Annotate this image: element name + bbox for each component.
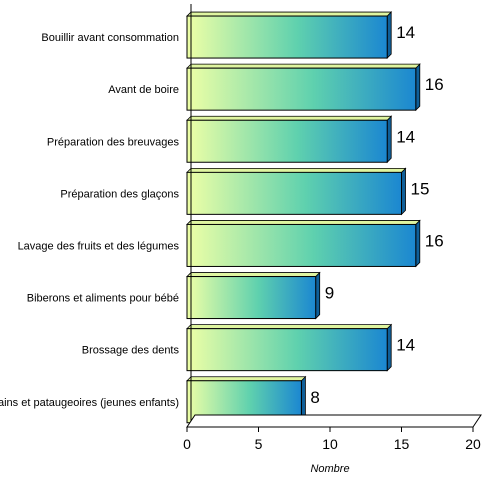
- bar: [186, 119, 388, 163]
- bar-group: Brossage des dents 14: [82, 323, 415, 372]
- bar-group: Préparation des breuvages 14: [47, 115, 415, 164]
- bar-side: [386, 323, 392, 372]
- x-tick-label: 20: [465, 436, 481, 452]
- bar: [186, 223, 417, 267]
- category-label: Bouillir avant consommation: [41, 32, 179, 44]
- bar-top: [186, 324, 393, 330]
- bar-side: [401, 167, 406, 216]
- data-label: 16: [425, 75, 444, 94]
- bar-side: [415, 63, 421, 112]
- x-tick-label: 15: [394, 436, 410, 452]
- category-label: Brossage des dents: [82, 345, 180, 357]
- x-tick-label: 10: [322, 436, 338, 452]
- data-label: 14: [396, 127, 415, 146]
- data-label: 14: [396, 23, 415, 42]
- bars-layer: Bouillir avant consommation 14 Avant de bo…: [0, 11, 444, 424]
- axis-layer: 0 5 10 15 20: [183, 4, 482, 452]
- data-label: 15: [411, 179, 430, 198]
- data-label: 8: [310, 388, 319, 407]
- bar-top: [186, 272, 321, 277]
- bar: [186, 328, 388, 372]
- category-label: Préparation des breuvages: [47, 136, 180, 148]
- x-tick-label: 0: [183, 436, 191, 452]
- x-tick-label: 5: [255, 436, 263, 452]
- x-axis-title: Nombre: [310, 463, 349, 475]
- data-label: 14: [396, 336, 415, 355]
- bar: [186, 15, 388, 59]
- bar-group: Bouillir avant consommation 14: [41, 11, 415, 60]
- data-label: 16: [425, 231, 444, 250]
- bar: [186, 171, 402, 215]
- bar-group: Avant de boire 16: [108, 63, 444, 112]
- bar-side: [315, 271, 321, 320]
- data-label: 9: [325, 284, 334, 303]
- bar-group: Préparation des glaçons 15: [60, 167, 430, 216]
- bar-group: Lavage des fruits et des légumes 16: [18, 219, 444, 268]
- bar-side: [386, 115, 392, 164]
- bar-top: [186, 11, 393, 17]
- bar-side: [386, 11, 392, 60]
- bar: [186, 276, 317, 320]
- category-label: Biberons et aliments pour bébé: [27, 293, 179, 305]
- bar: [186, 67, 417, 111]
- category-label: Bains et pataugeoires (jeunes enfants): [0, 397, 179, 409]
- bar-top: [186, 376, 307, 382]
- bar-top: [186, 63, 421, 69]
- bar-top: [186, 220, 421, 225]
- bar-group: Biberons et aliments pour bébé 9: [27, 271, 334, 320]
- category-label: Lavage des fruits et des légumes: [18, 240, 180, 252]
- category-label: Avant de boire: [108, 84, 179, 96]
- bar-top: [186, 115, 393, 121]
- bar-side: [415, 219, 421, 268]
- bar-top: [186, 167, 407, 173]
- category-label: Préparation des glaçons: [60, 188, 179, 200]
- chart-floor: [186, 414, 482, 428]
